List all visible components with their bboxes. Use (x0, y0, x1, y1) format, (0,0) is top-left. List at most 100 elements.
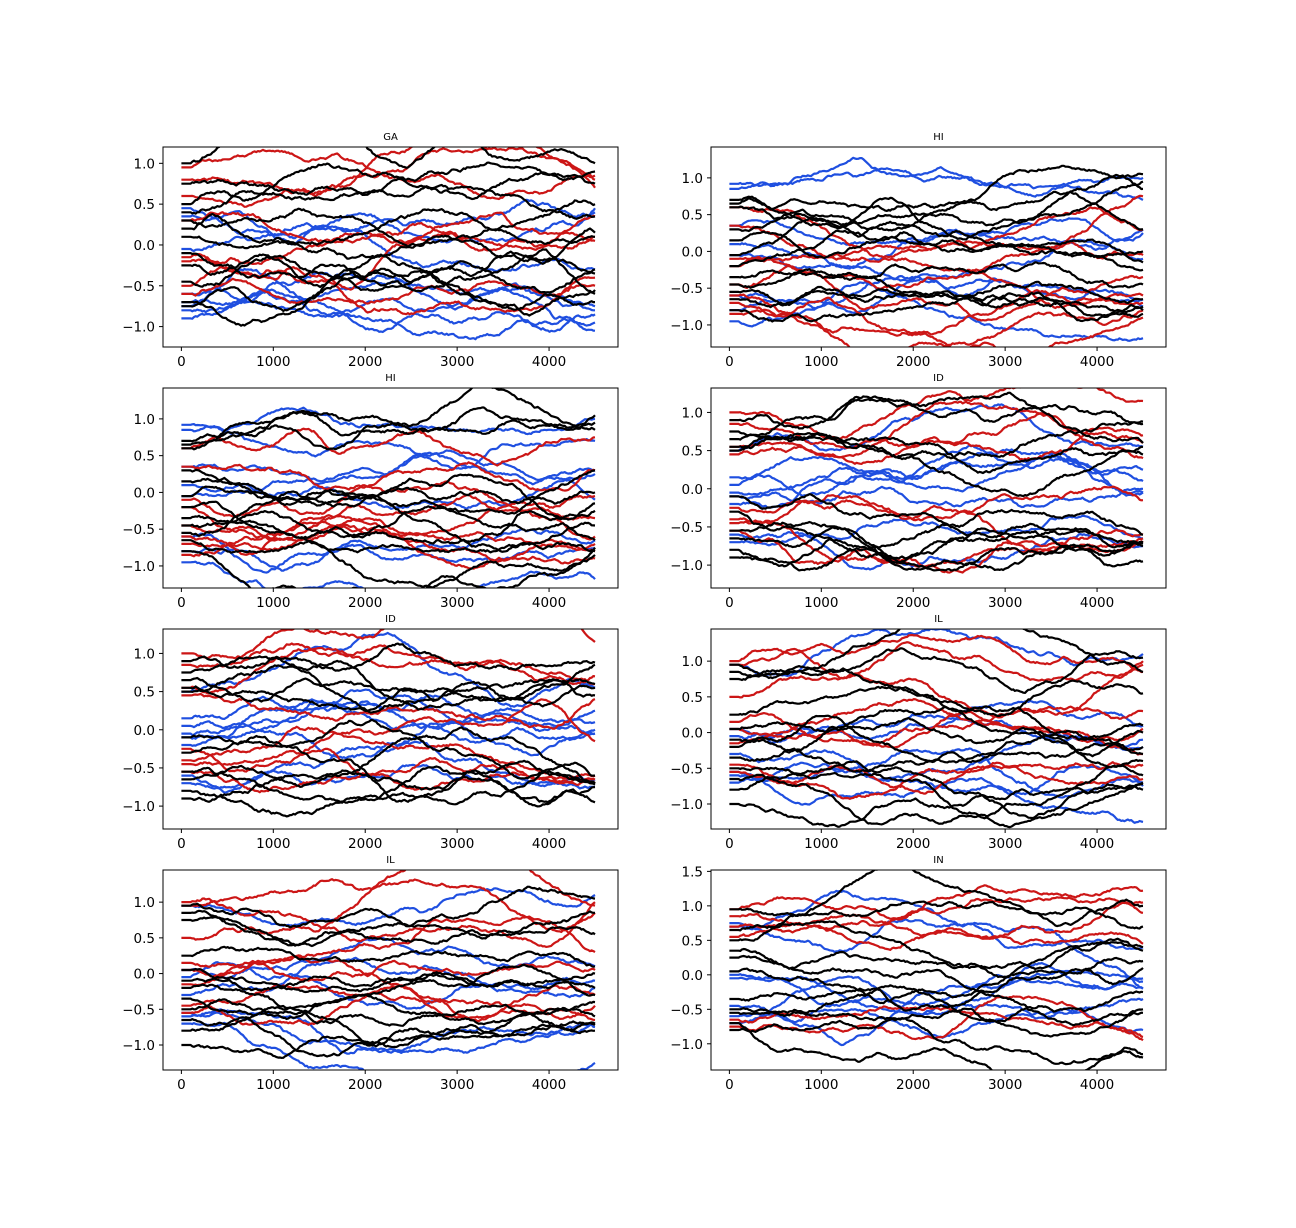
series-line-18 (729, 391, 1144, 444)
series-line-20 (729, 190, 1143, 233)
x-tick-label: 2000 (896, 595, 930, 611)
x-tick-label: 4000 (1080, 1077, 1114, 1093)
subplot-title: ID (933, 373, 944, 384)
series-group (181, 629, 596, 818)
series-line-1 (729, 918, 1144, 953)
subplot-title: ID (385, 614, 396, 625)
series-line-21 (181, 207, 596, 248)
series-line-23 (181, 500, 596, 545)
series-line-11 (181, 915, 596, 969)
series-line-11 (181, 147, 596, 208)
series-line-2 (729, 455, 1144, 498)
series-line-5 (181, 698, 596, 747)
y-tick-label: 0.0 (134, 967, 155, 983)
series-line-26 (181, 759, 596, 818)
series-line-5 (181, 449, 596, 501)
series-line-12 (729, 412, 1144, 465)
series-line-1 (729, 156, 1144, 201)
x-tick-label: 3000 (440, 1077, 474, 1093)
x-tick-label: 1000 (804, 1077, 838, 1093)
y-tick-label: 0.5 (134, 197, 155, 213)
series-line-22 (729, 714, 1144, 764)
series-group (729, 156, 1144, 347)
series-line-21 (729, 230, 1144, 259)
axes-frame (162, 146, 619, 348)
series-line-18 (181, 419, 596, 451)
series-line-9 (181, 629, 596, 660)
series-line-14 (181, 211, 596, 265)
series-line-13 (729, 485, 1144, 522)
series-line-24 (729, 520, 1144, 560)
y-tick-label: 1.0 (682, 171, 703, 187)
series-group (181, 388, 596, 588)
series-line-3 (181, 222, 596, 273)
x-tick-label: 0 (725, 1077, 734, 1093)
series-line-18 (181, 170, 596, 201)
series-line-19 (181, 945, 596, 968)
series-line-18 (181, 916, 596, 946)
y-tick-label: −0.5 (122, 522, 155, 538)
y-tick-label: 1.0 (682, 899, 703, 915)
series-line-28 (181, 253, 595, 312)
series-line-19 (181, 161, 596, 206)
x-tick-label: 4000 (532, 595, 566, 611)
x-tick-label: 4000 (1080, 595, 1114, 611)
series-line-15 (729, 900, 1144, 932)
y-tick-label: −0.5 (122, 761, 155, 777)
series-line-27 (181, 539, 596, 588)
series-line-28 (181, 546, 596, 588)
y-tick-label: 1.0 (682, 654, 703, 670)
y-tick-label: 0.0 (134, 238, 155, 254)
series-line-19 (729, 173, 1144, 241)
subplot-6: IL 0 1000 2000 3000 4000 −1.0 −0.5 0.0 0.5 1.0 (670, 614, 1167, 852)
subplot-8: IN 0 1000 2000 3000 4000 −1.0 −0.5 0.0 0.5 1.0 1.5 (670, 855, 1167, 1093)
series-line-8 (181, 560, 596, 588)
series-line-8 (729, 647, 1144, 719)
series-line-15 (729, 289, 1144, 336)
y-tick-label: 0.5 (682, 208, 703, 224)
series-line-25 (181, 726, 596, 788)
series-line-8 (729, 884, 1144, 921)
series-line-21 (181, 659, 596, 711)
series-line-1 (181, 207, 596, 244)
series-line-7 (181, 1021, 596, 1070)
x-tick-label: 2000 (896, 1077, 930, 1093)
series-line-12 (729, 1005, 1144, 1038)
series-line-24 (729, 764, 1144, 818)
series-line-19 (181, 676, 596, 708)
subplot-title: HI (385, 373, 395, 384)
y-tick-label: 0.0 (682, 482, 703, 498)
series-line-27 (729, 288, 1144, 323)
subplot-title: IN (933, 855, 943, 866)
series-line-21 (729, 435, 1144, 475)
series-line-22 (181, 212, 596, 265)
x-tick-label: 1000 (256, 595, 290, 611)
series-line-4 (181, 699, 596, 757)
y-tick-label: 1.0 (134, 156, 155, 172)
x-tick-label: 2000 (896, 354, 930, 370)
axes-frame (710, 869, 1167, 1071)
series-line-14 (729, 494, 1144, 554)
series-line-8 (729, 281, 1144, 342)
series-line-11 (729, 705, 1144, 747)
y-tick-label: −0.5 (670, 520, 703, 536)
x-tick-label: 1000 (804, 354, 838, 370)
series-line-27 (181, 248, 596, 327)
y-tick-label: −0.5 (122, 279, 155, 295)
y-tick-label: −0.5 (670, 1002, 703, 1018)
series-line-9 (181, 427, 596, 467)
series-line-22 (181, 963, 596, 1010)
series-line-22 (729, 216, 1144, 264)
y-tick-label: 1.5 (682, 864, 703, 880)
series-line-1 (729, 444, 1144, 480)
series-line-25 (181, 505, 596, 542)
y-tick-label: −1.0 (670, 558, 703, 574)
series-line-21 (729, 738, 1144, 773)
x-tick-label: 0 (725, 595, 734, 611)
series-line-15 (181, 517, 596, 552)
series-line-12 (181, 211, 596, 251)
x-tick-label: 4000 (532, 354, 566, 370)
series-line-1 (181, 423, 596, 470)
series-line-22 (181, 473, 596, 521)
